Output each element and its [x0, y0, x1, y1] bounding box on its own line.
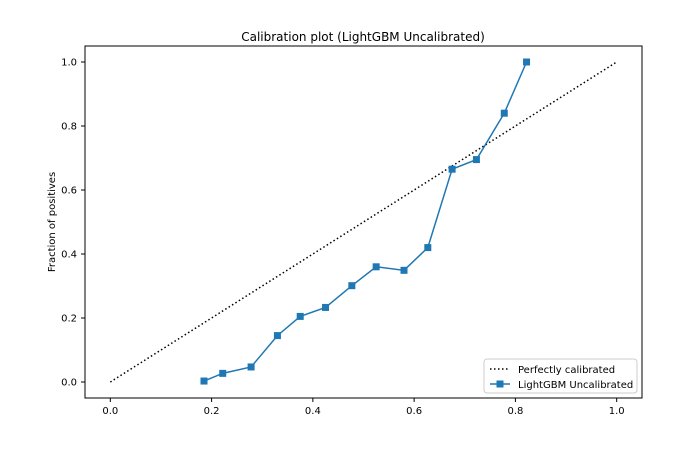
y-tick-label: 0.0	[61, 378, 77, 389]
data-point	[523, 58, 531, 66]
y-axis-label: Fraction of positives	[47, 172, 58, 272]
series-line-perfectly-calibrated	[109, 61, 618, 383]
data-point	[400, 266, 408, 274]
data-point	[372, 263, 380, 271]
plot-frame	[84, 45, 643, 399]
legend-marker-lightgbm	[496, 380, 504, 388]
legend: Perfectly calibrated LightGBM Uncalibrat…	[483, 358, 638, 394]
y-tick-label: 0.8	[61, 122, 77, 133]
chart-title: Calibration plot (LightGBM Uncalibrated)	[241, 30, 485, 44]
data-point	[348, 282, 356, 290]
data-point	[200, 377, 208, 385]
x-tick-label: 0.2	[204, 406, 220, 417]
data-point	[500, 109, 508, 117]
legend-label-perfect: Perfectly calibrated	[518, 365, 615, 376]
series-line-lightgbm	[203, 61, 528, 382]
legend-box	[483, 358, 638, 394]
data-point	[448, 165, 456, 173]
x-tick-label: 0.0	[102, 406, 118, 417]
x-tick-label: 1.0	[609, 406, 625, 417]
y-tick-label: 0.4	[61, 250, 77, 261]
data-point	[322, 303, 330, 311]
data-point	[296, 312, 304, 320]
data-point	[247, 363, 255, 371]
x-tick-label: 0.6	[406, 406, 422, 417]
data-point	[219, 369, 227, 377]
legend-label-lightgbm: LightGBM Uncalibrated	[518, 380, 633, 391]
axis-ticks: 0.0 0.2 0.4 0.6 0.8 1.0 0.0 0.2 0.4 0.6 0.8 1.0	[61, 58, 625, 418]
data-point	[424, 244, 432, 252]
x-tick-label: 0.4	[305, 406, 321, 417]
y-tick-label: 0.6	[61, 186, 77, 197]
data-point	[273, 332, 281, 340]
x-tick-label: 0.8	[507, 406, 523, 417]
plot-area	[109, 58, 618, 385]
y-tick-label: 1.0	[61, 58, 77, 69]
data-point	[472, 156, 480, 164]
y-tick-label: 0.2	[61, 314, 77, 325]
